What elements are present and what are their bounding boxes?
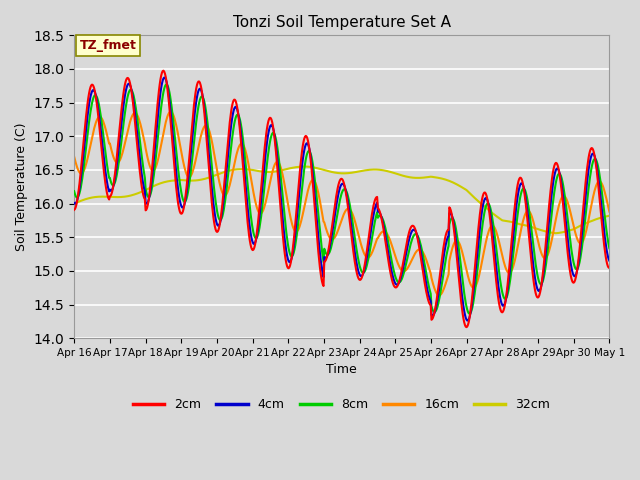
Y-axis label: Soil Temperature (C): Soil Temperature (C): [15, 122, 28, 251]
X-axis label: Time: Time: [326, 363, 357, 376]
Text: TZ_fmet: TZ_fmet: [79, 39, 136, 52]
Legend: 2cm, 4cm, 8cm, 16cm, 32cm: 2cm, 4cm, 8cm, 16cm, 32cm: [128, 393, 556, 416]
Title: Tonzi Soil Temperature Set A: Tonzi Soil Temperature Set A: [233, 15, 451, 30]
